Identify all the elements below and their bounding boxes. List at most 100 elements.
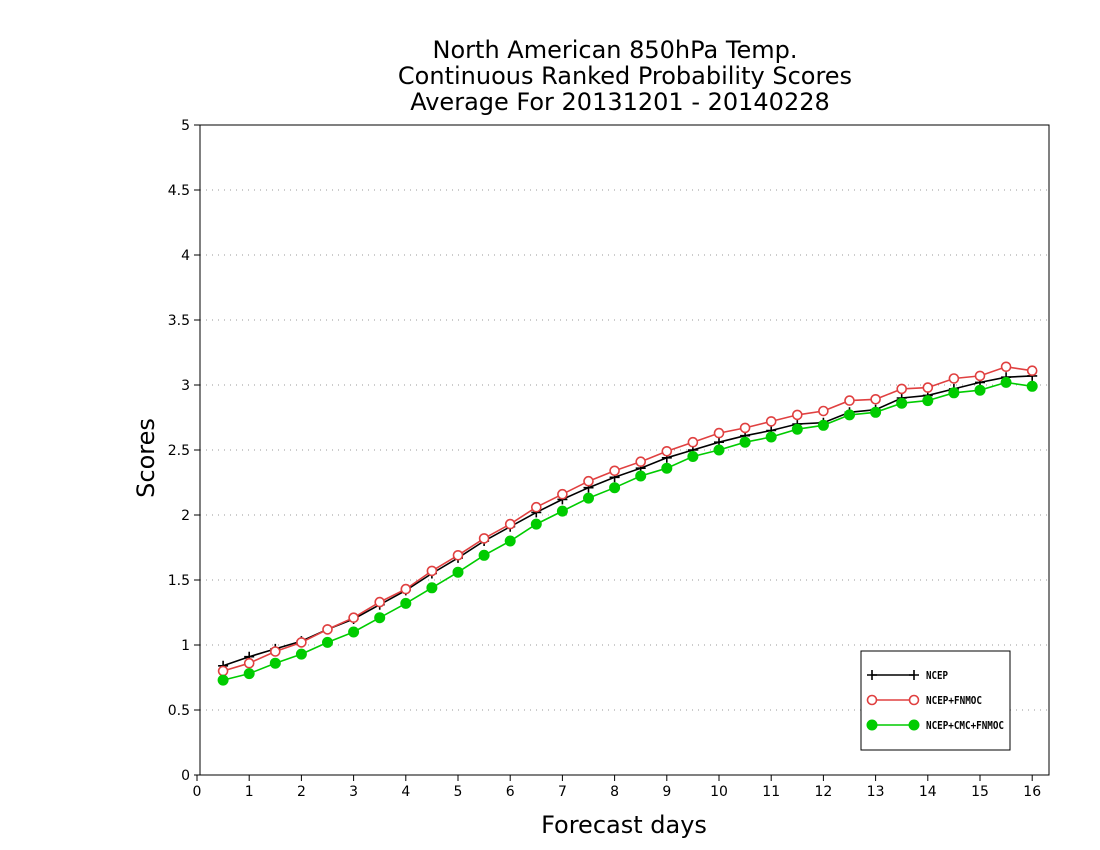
- data-point: [844, 409, 855, 421]
- series-ncep-cmc-fnmoc: [217, 376, 1038, 686]
- data-point: [609, 482, 621, 494]
- y-tick-label: 4: [181, 248, 190, 264]
- title-line-2: Continuous Ranked Probability Scores: [398, 62, 852, 90]
- series-group: [217, 361, 1038, 686]
- y-tick-label: 3: [181, 378, 190, 394]
- title-line-1: North American 850hPa Temp.: [433, 36, 798, 64]
- data-point: [322, 624, 333, 635]
- legend-marker: [908, 719, 920, 731]
- data-point: [974, 384, 986, 396]
- x-tick-label: 15: [971, 784, 989, 800]
- chart-title: North American 850hPa Temp. Continuous R…: [398, 36, 852, 116]
- x-tick-label: 5: [454, 784, 463, 800]
- x-tick-label: 7: [558, 784, 567, 800]
- y-axis: 0 0.5 1 1.5 2 2.5 3 3.5 4 4.5 5: [168, 118, 200, 784]
- x-tick-label: 4: [401, 784, 410, 800]
- y-tick-label: 0.5: [168, 703, 190, 719]
- x-tick-label: 0: [193, 784, 202, 800]
- x-tick-label: 10: [710, 784, 728, 800]
- data-point: [922, 382, 934, 393]
- data-point: [609, 465, 620, 477]
- data-point: [426, 565, 438, 577]
- x-tick-label: 3: [349, 784, 358, 800]
- x-tick-label: 6: [506, 784, 515, 800]
- y-tick-label: 3.5: [168, 313, 190, 329]
- data-point: [322, 636, 333, 648]
- legend-marker: [867, 670, 877, 680]
- data-point: [243, 657, 255, 669]
- x-tick-label: 11: [762, 784, 780, 800]
- series-line: [222, 365, 1033, 672]
- x-tick-label: 8: [610, 784, 619, 800]
- data-point: [530, 518, 542, 530]
- x-axis-label: Forecast days: [541, 811, 707, 839]
- title-line-3: Average For 20131201 - 20140228: [410, 88, 830, 116]
- data-point: [504, 518, 516, 530]
- data-point: [948, 373, 960, 384]
- data-point: [400, 597, 412, 609]
- data-point: [217, 674, 229, 686]
- x-tick-label: 16: [1023, 784, 1041, 800]
- legend-label: NCEP+CMC+FNMOC: [926, 719, 1004, 732]
- x-tick-label: 9: [662, 784, 671, 800]
- x-tick-label: 12: [814, 784, 832, 800]
- y-tick-label: 5: [181, 118, 190, 134]
- data-point: [1000, 376, 1012, 388]
- legend-marker: [866, 694, 878, 706]
- data-point: [217, 665, 229, 677]
- x-tick-label: 1: [245, 784, 254, 800]
- data-point: [269, 657, 281, 669]
- legend-marker: [908, 694, 920, 706]
- data-point: [1026, 365, 1038, 377]
- data-point: [791, 409, 803, 421]
- data-point: [478, 533, 490, 544]
- data-point: [896, 383, 908, 395]
- data-point: [374, 596, 386, 608]
- legend-marker: [866, 719, 878, 731]
- data-point: [870, 393, 881, 405]
- data-point: [1026, 380, 1038, 392]
- data-point: [687, 436, 699, 448]
- data-point: [948, 387, 960, 399]
- legend-label: NCEP: [926, 669, 948, 682]
- data-point: [896, 397, 908, 409]
- x-tick-label: 13: [867, 784, 885, 800]
- data-point: [635, 470, 647, 482]
- data-point: [583, 475, 594, 487]
- data-point: [817, 419, 829, 431]
- y-tick-label: 2: [181, 508, 190, 524]
- y-tick-label: 4.5: [168, 183, 190, 199]
- data-point: [661, 445, 673, 457]
- data-point: [269, 646, 281, 657]
- y-tick-label: 1.5: [168, 573, 190, 589]
- data-point: [426, 582, 438, 594]
- series-ncep: [218, 370, 1038, 671]
- data-point: [974, 370, 986, 382]
- data-point: [791, 423, 803, 435]
- data-point: [765, 431, 777, 443]
- data-point: [922, 395, 934, 407]
- data-point: [295, 648, 307, 660]
- data-point: [844, 395, 855, 406]
- y-tick-label: 1: [181, 638, 190, 654]
- x-axis: 0 1 2 3 4 5 6 7 8 9 10 11 12 13 14 15 16: [193, 775, 1041, 800]
- data-point: [452, 549, 464, 561]
- legend-label: NCEP+FNMOC: [926, 694, 982, 707]
- grid-lines: [200, 124, 1049, 711]
- data-point: [348, 612, 359, 624]
- series-ncep-fnmoc: [217, 361, 1038, 677]
- series-line: [222, 381, 1033, 681]
- x-tick-label: 2: [297, 784, 306, 800]
- data-point: [870, 406, 882, 418]
- data-point: [713, 427, 725, 439]
- y-axis-label: Scores: [132, 418, 160, 498]
- data-point: [557, 488, 568, 500]
- y-tick-label: 2.5: [168, 443, 190, 459]
- legend: NCEP NCEP+FNMOC NCEP+CMC+FNMOC: [860, 650, 1011, 751]
- data-point: [478, 549, 490, 561]
- data-point: [243, 668, 255, 680]
- data-point: [452, 566, 464, 578]
- legend-marker: [909, 670, 919, 680]
- data-point: [530, 501, 542, 513]
